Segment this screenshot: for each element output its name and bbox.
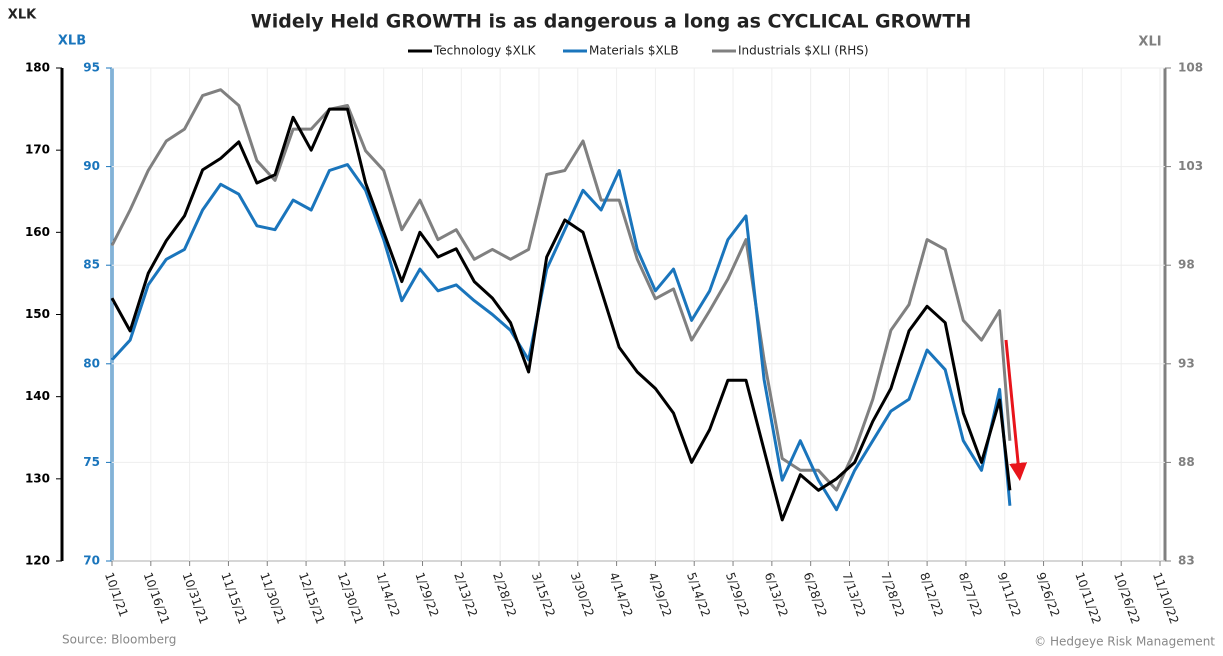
y3-tick-label: 70 bbox=[83, 554, 100, 568]
chart-title: Widely Held GROWTH is as dangerous a lon… bbox=[251, 11, 972, 33]
y3-tick-label: 90 bbox=[83, 159, 100, 173]
x-tick-label: 10/16/21 bbox=[141, 570, 173, 625]
series-line bbox=[110, 163, 1012, 512]
arrow bbox=[1004, 339, 1028, 481]
x-tick-label: 9/11/22 bbox=[995, 570, 1024, 618]
x-tick-label: 5/14/22 bbox=[684, 570, 713, 618]
x-tick-label: 1/29/22 bbox=[412, 570, 441, 618]
y-tick-label: 170 bbox=[25, 143, 50, 157]
x-tick-label: 5/29/22 bbox=[723, 570, 752, 618]
x-tick-label: 8/12/22 bbox=[917, 570, 946, 618]
x-tick-label: 10/11/22 bbox=[1072, 570, 1104, 625]
x-tick-label: 7/28/22 bbox=[878, 570, 907, 618]
x-tick-label: 6/13/22 bbox=[762, 570, 791, 618]
y-tick-label: 120 bbox=[25, 554, 50, 568]
y2-tick-label: 98 bbox=[1178, 258, 1195, 272]
y3-tick-label: 75 bbox=[83, 455, 100, 469]
x-tick-label: 10/26/22 bbox=[1111, 570, 1143, 625]
x-tick-label: 8/27/22 bbox=[956, 570, 985, 618]
legend: Technology $XLK Materials $XLB Industrials… bbox=[408, 44, 869, 58]
y2-tick-label: 93 bbox=[1178, 356, 1195, 370]
grid: 120 130 140 150 160 170 180 70 75 80 85 90 95 83 88 93 9… bbox=[25, 61, 1203, 626]
y3-tick-label: 85 bbox=[83, 258, 100, 272]
x-tick-label: 1/14/22 bbox=[374, 570, 403, 618]
x-tick-label: 3/30/22 bbox=[568, 570, 597, 618]
x-tick-label: 3/15/22 bbox=[529, 570, 558, 618]
series-line bbox=[110, 88, 1012, 492]
y-tick-label: 130 bbox=[25, 471, 50, 485]
y-axis-title: XLK bbox=[8, 8, 37, 23]
x-tick-label: 10/31/21 bbox=[180, 570, 212, 625]
y-tick-label: 160 bbox=[25, 225, 50, 239]
x-tick-label: 12/15/21 bbox=[296, 570, 328, 625]
x-tick-label: 9/26/22 bbox=[1033, 570, 1062, 618]
x-tick-label: 2/28/22 bbox=[490, 570, 519, 618]
x-tick-label: 10/1/21 bbox=[102, 570, 131, 618]
legend-label: Materials $XLB bbox=[589, 44, 679, 58]
x-tick-label: 7/13/22 bbox=[839, 570, 868, 618]
x-tick-label: 12/30/21 bbox=[335, 570, 367, 625]
legend-label: Industrials $XLI (RHS) bbox=[738, 44, 869, 58]
y-tick-label: 150 bbox=[25, 307, 50, 321]
y2-axis-title: XLI bbox=[1138, 35, 1161, 50]
y-tick-label: 140 bbox=[25, 389, 50, 403]
y3-tick-label: 80 bbox=[83, 356, 100, 370]
y-tick-label: 180 bbox=[25, 61, 50, 75]
x-tick-label: 11/15/21 bbox=[218, 570, 250, 625]
legend-label: Technology $XLK bbox=[433, 44, 537, 58]
plot bbox=[110, 88, 1012, 522]
x-tick-label: 6/28/22 bbox=[801, 570, 830, 618]
x-tick-label: 4/29/22 bbox=[645, 570, 674, 618]
source: Source: Bloomberg bbox=[62, 633, 176, 647]
y2-tick-label: 83 bbox=[1178, 554, 1195, 568]
credit: © Hedgeye Risk Management bbox=[1034, 635, 1215, 649]
x-tick-label: 2/13/22 bbox=[451, 570, 480, 618]
y2-tick-label: 108 bbox=[1178, 61, 1203, 75]
y2-tick-label: 103 bbox=[1178, 159, 1203, 173]
series-line bbox=[110, 107, 1012, 522]
y3-tick-label: 95 bbox=[83, 61, 100, 75]
x-tick-label: 4/14/22 bbox=[606, 570, 635, 618]
x-tick-label: 11/30/21 bbox=[257, 570, 289, 625]
y3-axis-title: XLB bbox=[58, 34, 86, 49]
y2-tick-label: 88 bbox=[1178, 455, 1195, 469]
x-tick-label: 11/10/22 bbox=[1150, 570, 1182, 625]
